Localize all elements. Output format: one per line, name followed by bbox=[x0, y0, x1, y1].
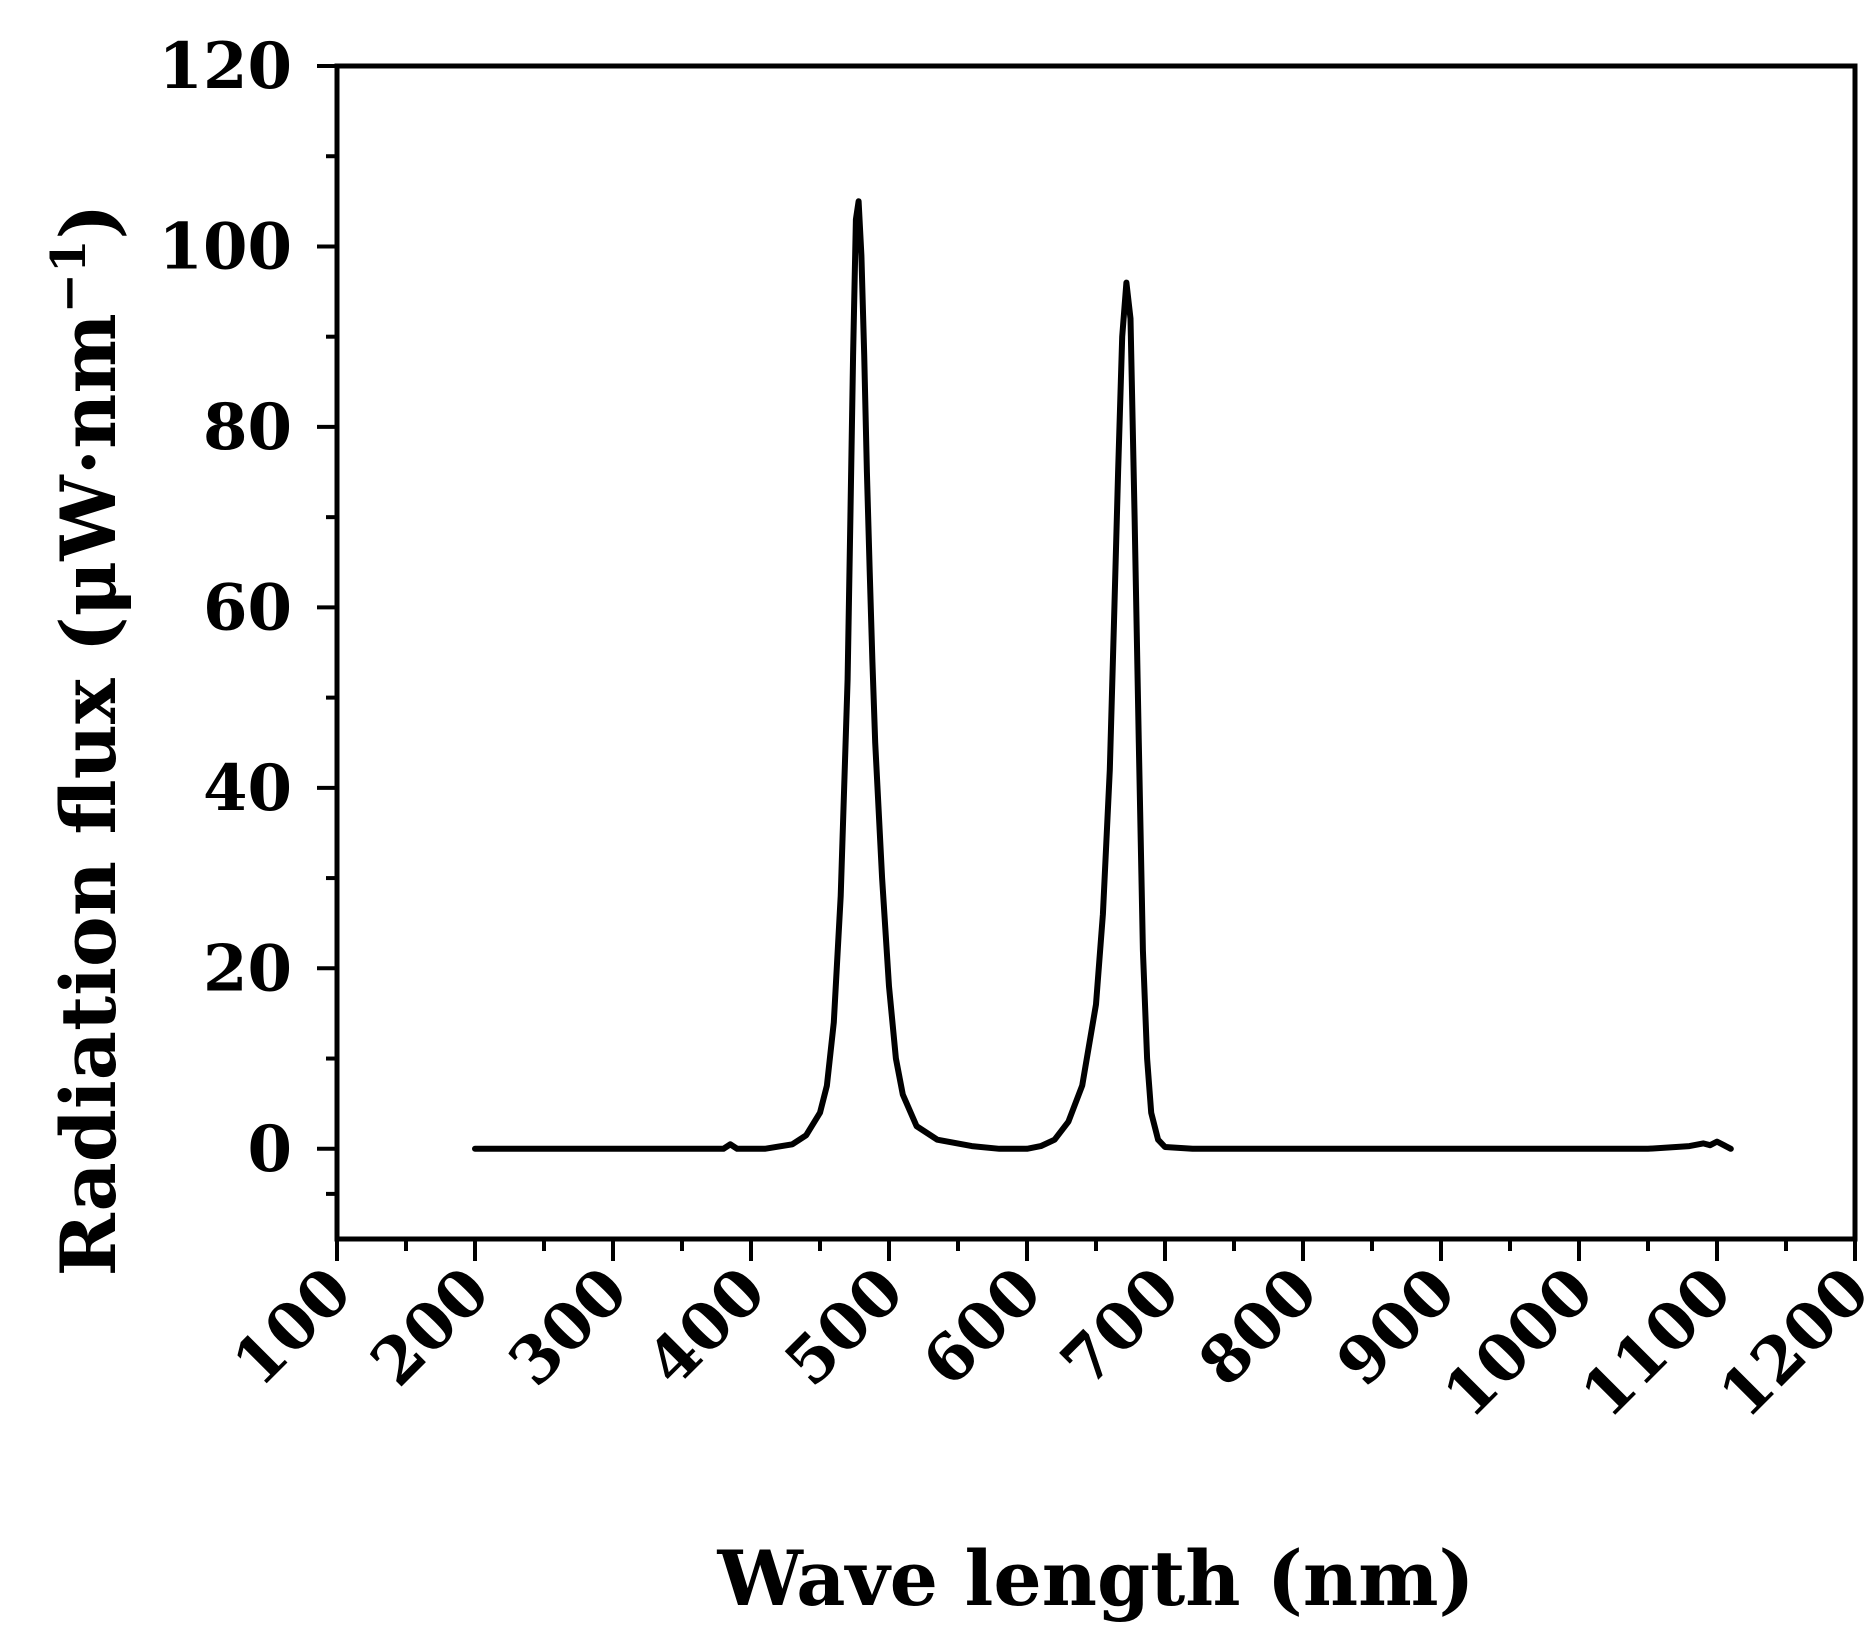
y-tick-label: 120 bbox=[158, 29, 292, 104]
x-tick-label: 600 bbox=[909, 1253, 1056, 1400]
x-tick-label: 400 bbox=[633, 1253, 780, 1400]
x-tick-label: 100 bbox=[219, 1253, 366, 1400]
y-axis-tick-labels: 0 20 40 60 80 100 120 bbox=[158, 29, 292, 1187]
y-tick-label: 20 bbox=[203, 931, 292, 1006]
x-tick-label: 1100 bbox=[1567, 1253, 1746, 1432]
y-tick-label: 60 bbox=[203, 570, 292, 645]
y-tick-label: 0 bbox=[247, 1112, 292, 1187]
x-tick-label: 700 bbox=[1047, 1253, 1194, 1400]
y-tick-label: 80 bbox=[203, 390, 292, 465]
x-tick-label: 200 bbox=[357, 1253, 504, 1400]
y-tick-label: 100 bbox=[158, 209, 292, 284]
x-tick-label: 1200 bbox=[1705, 1253, 1873, 1432]
y-axis-title-exponent: −1 bbox=[41, 240, 97, 314]
x-axis-title: Wave length (nm) bbox=[717, 1534, 1475, 1623]
x-axis-ticks bbox=[335, 1239, 1857, 1261]
x-tick-label: 800 bbox=[1185, 1253, 1332, 1400]
y-axis-title: Radiation flux (μW·nm−1) bbox=[41, 204, 133, 1277]
y-tick-label: 40 bbox=[203, 751, 292, 826]
x-tick-label: 1000 bbox=[1429, 1253, 1608, 1432]
plot-frame bbox=[334, 63, 1858, 1242]
x-tick-label: 300 bbox=[495, 1253, 642, 1400]
x-tick-label: 500 bbox=[771, 1253, 918, 1400]
y-axis-ticks bbox=[317, 64, 337, 1196]
series-line-radiation-flux bbox=[472, 198, 1734, 1152]
